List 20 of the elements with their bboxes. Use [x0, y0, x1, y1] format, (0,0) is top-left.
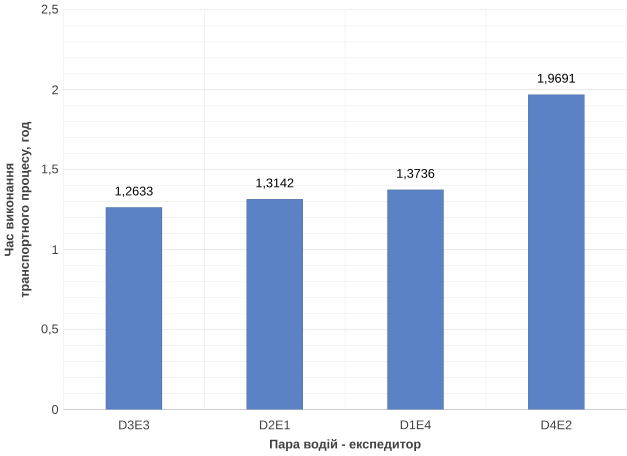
y-axis-title: Час виконання транспортного процесу, год	[4, 122, 32, 298]
x-tick-label: D2E1	[260, 420, 290, 430]
bar	[246, 199, 303, 410]
x-axis-title: Пара водій - експедитор	[270, 439, 421, 452]
y-tick-label: 0	[52, 405, 58, 414]
bar	[528, 94, 585, 410]
y-tick-label: 2	[52, 86, 58, 94]
x-tick-label: D1E4	[400, 420, 431, 430]
data-label: 1,9691	[538, 74, 575, 84]
bar	[106, 207, 162, 410]
y-tick-label: 0,5	[42, 324, 58, 335]
data-label: 1,3736	[397, 169, 434, 180]
y-tick-label: 2,5	[42, 4, 58, 16]
data-label: 1,3142	[256, 178, 294, 190]
y-tick-label: 1	[52, 245, 58, 254]
data-label: 1,2633	[116, 186, 153, 198]
x-tick-label: D3E3	[119, 420, 150, 430]
bar	[387, 190, 444, 410]
y-tick-label: 1,5	[42, 164, 58, 176]
x-tick-label: D4E2	[542, 420, 572, 430]
